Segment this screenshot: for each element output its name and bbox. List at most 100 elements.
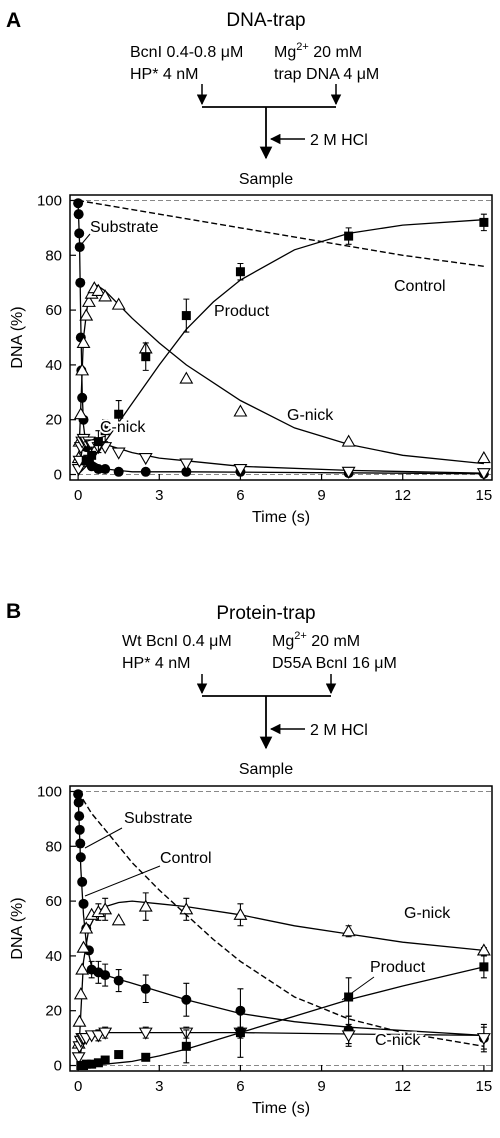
annotation-product: Product [214,303,270,320]
g-nick-point [476,450,491,464]
product-point [141,1052,151,1062]
annotation-leader-line [341,976,375,1001]
substrate-point [77,392,88,403]
x-tick-label: 15 [476,1078,493,1095]
panel-b-scheme: Wt BcnI 0.4 μM HP* 4 nM Mg2+ 20 mM D55A … [122,630,397,778]
product-point [87,1059,97,1069]
y-tick-label: 40 [45,357,62,374]
annotation-g-nick: G-nick [404,905,451,922]
g-nick-point [179,371,194,384]
y-tick-label: 80 [45,247,62,264]
g-nick-point [476,943,491,956]
product-point [93,437,103,447]
y-tick-label: 20 [45,1003,62,1020]
c-nick-point [71,1052,86,1065]
g-nick-point [73,987,88,1000]
substrate-point [75,838,86,849]
substrate-point [140,983,151,994]
annotation-g-nick: G-nick [287,407,334,424]
annotation-control: Control [160,850,212,867]
c-nick-point [91,1030,106,1043]
y-tick-label: 100 [37,192,62,209]
g-nick-point [81,294,96,307]
substrate-point [78,898,89,909]
x-tick-label: 12 [394,487,411,504]
product-point [181,311,191,321]
g-nick-point [233,404,248,417]
control-fit-line [77,199,484,267]
g-nick-point [76,940,91,953]
product-point [114,409,124,419]
g-nick-point [138,899,153,912]
scheme-a-right-line2: trap DNA 4 μM [274,66,379,83]
product-point [114,1050,124,1060]
g-nick-point [233,907,248,920]
product-fit-line [78,966,485,1067]
scheme-a-quench-label: 2 M HCl [310,132,368,149]
substrate-point [100,970,111,981]
product-point [235,267,245,277]
g-nick-point [75,962,90,975]
scheme-b-right-line2: D55A BcnI 16 μM [272,655,397,672]
panel-a-title: DNA-trap [226,10,305,31]
substrate-point [181,994,192,1005]
substrate-point [113,466,124,477]
x-tick-label: 6 [236,487,244,504]
x-tick-label: 3 [155,487,163,504]
y-tick-label: 40 [45,948,62,965]
product-point [479,962,489,972]
panel-a-scheme: BcnI 0.4-0.8 μM HP* 4 nM Mg2+ 20 mM trap… [130,41,379,188]
g-nick-point [98,289,113,302]
control-fit-line [77,791,485,1047]
panel-b-letter: B [6,600,21,623]
scheme-a-right-line1: Mg2+ 20 mM [274,41,362,61]
x-tick-label: 15 [476,487,493,504]
product-point [235,1028,245,1038]
g-nick-point [341,434,356,447]
c-nick-point [341,466,356,479]
y-tick-label: 60 [45,302,62,319]
substrate-point [74,811,85,822]
plot-b-frame [69,785,493,1072]
scheme-b-left-line1: Wt BcnI 0.4 μM [122,633,232,650]
y-tick-label: 0 [54,1058,62,1075]
substrate-point [73,198,84,209]
y-tick-label: 20 [45,412,62,429]
g-nick-point [76,335,91,349]
c-nick-point [138,1027,153,1040]
g-nick-point [341,924,356,937]
g-nick-point [79,921,94,934]
substrate-point [74,824,85,835]
scheme-a-left-line2: HP* 4 nM [130,66,198,83]
panel-b: B Protein-trap Wt BcnI 0.4 μM HP* 4 nM M… [6,600,493,1117]
annotation-leader-line [79,233,91,247]
product-point [100,1055,110,1065]
c-nick-point [98,1027,113,1040]
substrate-point [75,852,86,863]
g-nick-fit-line [77,284,484,475]
g-nick-point [73,407,88,420]
c-nick-point [476,1033,491,1046]
annotation-substrate: Substrate [90,219,159,236]
substrate-point [140,466,151,477]
y-tick-label: 0 [54,467,62,484]
substrate-point [74,228,85,239]
plot-b: 0 3 6 9 12 15 0 20 40 60 80 100 Time (s) DNA (%) Subst… [9,783,493,1117]
product-point [87,450,97,460]
c-nick-point [476,468,491,481]
substrate-point [73,797,84,808]
panel-b-title: Protein-trap [216,603,315,624]
product-point [181,1041,191,1051]
substrate-point [74,242,85,253]
annotation-c-nick: C-nick [375,1032,421,1049]
annotation-c-nick: C-nick [100,419,146,436]
c-nick-point [138,453,153,466]
plot-a: 0 3 6 9 12 15 0 20 40 60 80 100 Time (s) DNA (%) Subst… [9,192,493,526]
product-point [81,1059,91,1069]
substrate-point [100,464,111,475]
product-point [479,217,489,227]
y-tick-label: 100 [37,783,62,800]
g-nick-point [111,913,126,926]
x-tick-label: 0 [74,1078,82,1095]
substrate-point [113,975,124,986]
